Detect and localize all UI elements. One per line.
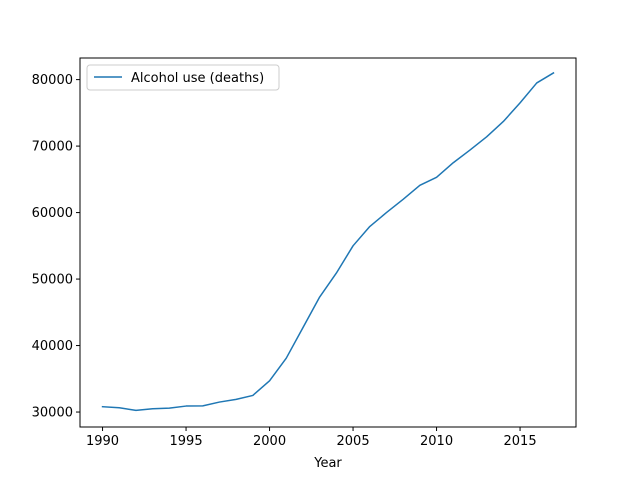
y-tick-label: 40000: [32, 339, 73, 354]
y-tick-label: 70000: [32, 140, 73, 155]
x-tick-label: 2000: [253, 434, 286, 449]
x-tick-label: 2010: [420, 434, 453, 449]
x-tick-label: 1995: [170, 434, 203, 449]
x-tick-label: 2005: [337, 434, 370, 449]
x-axis-label: Year: [313, 456, 342, 471]
y-tick-label: 60000: [32, 206, 73, 221]
x-tick-label: 1990: [86, 434, 119, 449]
y-tick-label: 50000: [32, 273, 73, 288]
y-tick-label: 30000: [32, 406, 73, 421]
legend-label: Alcohol use (deaths): [131, 71, 264, 86]
y-tick-label: 80000: [32, 73, 73, 88]
x-tick-label: 2015: [504, 434, 537, 449]
legend: Alcohol use (deaths): [87, 65, 279, 90]
